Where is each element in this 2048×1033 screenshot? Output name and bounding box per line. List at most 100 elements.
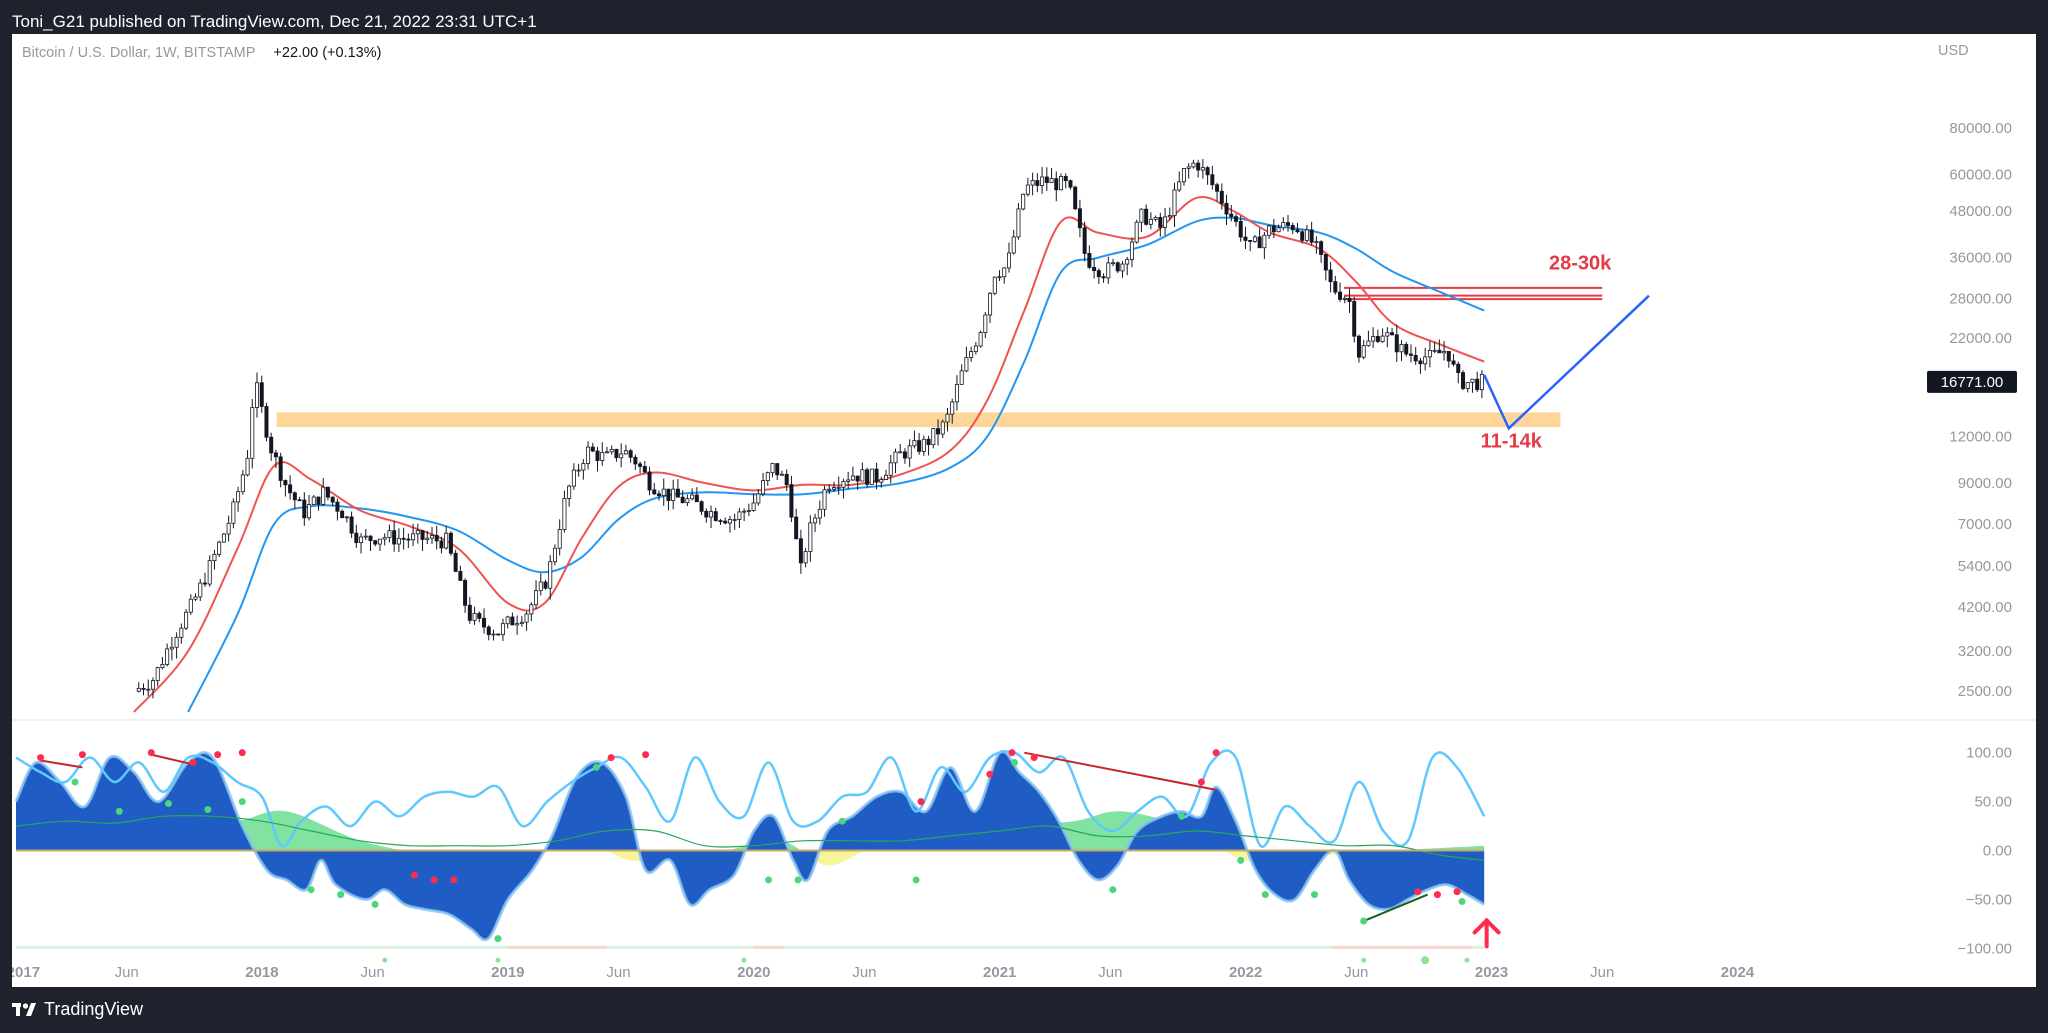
candle-down (259, 382, 264, 407)
currency-label: USD (1938, 43, 1969, 59)
candle-down (1475, 378, 1480, 391)
candle-down (1300, 231, 1305, 241)
candle-down (628, 450, 633, 458)
tradingview-brand[interactable]: TradingView (12, 999, 143, 1020)
chart-panel[interactable]: 28-30k 11-14k 16771.00 80000.00 60000.00 480… (7, 34, 2036, 987)
candle-down (718, 520, 723, 523)
candle-up (1120, 263, 1125, 272)
sell-dot (1008, 749, 1016, 757)
candle-down (1082, 227, 1087, 254)
candle-down (1418, 360, 1423, 365)
projection-line (1483, 294, 1650, 431)
candle-up (150, 680, 155, 690)
candle-down (855, 475, 860, 482)
candle-down (647, 471, 652, 491)
candle-up (600, 451, 605, 461)
candle-up (907, 445, 912, 459)
band-dot (382, 957, 388, 963)
candle-down (1196, 162, 1201, 171)
candle-down (775, 463, 780, 476)
candle-up (377, 538, 382, 545)
oscillator-pane[interactable] (14, 749, 1501, 965)
candle-down (434, 535, 439, 542)
candle-down (510, 616, 515, 626)
candle-down (1233, 216, 1238, 222)
candle-up (1025, 184, 1030, 195)
candle-up (959, 370, 964, 385)
candle-down (368, 535, 373, 542)
candle-down (1446, 351, 1451, 362)
candle-down (1352, 301, 1357, 337)
candle-down (1375, 336, 1380, 342)
candle-up (988, 292, 993, 316)
candle-up (236, 491, 241, 503)
candle-down (789, 484, 794, 518)
candle-down (1390, 332, 1395, 336)
candle-down (1460, 372, 1465, 389)
divergence-line (40, 759, 83, 769)
candle-up (1361, 345, 1366, 358)
candle-up (1252, 236, 1257, 242)
candle-up (1134, 221, 1139, 243)
sell-dot (1197, 778, 1205, 786)
candle-up (321, 486, 326, 505)
candle-up (813, 517, 818, 524)
chart-svg[interactable]: 28-30k 11-14k 16771.00 80000.00 60000.00 480… (7, 34, 2036, 987)
buy-dot (794, 876, 802, 884)
sell-dot (1453, 888, 1461, 896)
time-axis-label: Jun (1590, 964, 1614, 981)
candle-down (784, 473, 789, 486)
candle-up (1021, 193, 1026, 210)
candle-up (888, 462, 893, 476)
candle-up (940, 421, 945, 435)
candle-down (1035, 180, 1040, 186)
candle-up (240, 474, 245, 493)
price-tick-label: 12000.00 (1949, 428, 2012, 445)
candle-down (638, 463, 643, 467)
candle-up (846, 479, 851, 482)
price-pane[interactable]: 28-30k 11-14k 16771.00 (133, 159, 2017, 713)
ema-slow-line (187, 216, 1485, 713)
candle-down (349, 516, 354, 534)
candle-down (1333, 281, 1338, 293)
candle-down (292, 492, 297, 501)
candle-up (817, 508, 822, 519)
candle-up (751, 502, 756, 511)
candle-up (761, 480, 766, 495)
sell-dot (430, 876, 438, 884)
publish-info: Toni_G21 published on TradingView.com, D… (12, 12, 537, 31)
candle-down (614, 448, 619, 459)
buy-dot (1458, 897, 1466, 905)
candle-down (302, 499, 307, 519)
candle-down (543, 581, 548, 589)
candle-up (1186, 166, 1191, 169)
candle-up (912, 440, 917, 447)
candle-up (1366, 340, 1371, 347)
candle-up (983, 314, 988, 333)
candle-up (779, 473, 784, 476)
candle-up (174, 636, 179, 648)
candle-up (515, 623, 520, 626)
sell-dot (1212, 749, 1220, 757)
buy-dot (115, 807, 123, 815)
buy-dot (592, 763, 600, 771)
candle-up (1385, 332, 1390, 337)
candle-down (373, 540, 378, 545)
osc-tick-label: 0.00 (1983, 843, 2012, 860)
candle-up (803, 551, 808, 564)
candle-down (652, 489, 657, 495)
buy-dot (307, 886, 315, 894)
axes: 80000.00 60000.00 48000.00 36000.00 28000.00… (7, 120, 2036, 981)
band-dot (1421, 956, 1430, 965)
candle-down (1328, 269, 1333, 283)
candle-up (898, 451, 903, 454)
candle-down (1219, 190, 1224, 204)
sell-dot (642, 751, 650, 759)
buy-dot (838, 817, 846, 825)
candle-up (742, 510, 747, 513)
candle-up (831, 487, 836, 490)
time-axis-label: Jun (606, 964, 630, 981)
sell-dot (1433, 891, 1441, 899)
candle-up (1479, 373, 1484, 391)
candle-down (798, 538, 803, 564)
